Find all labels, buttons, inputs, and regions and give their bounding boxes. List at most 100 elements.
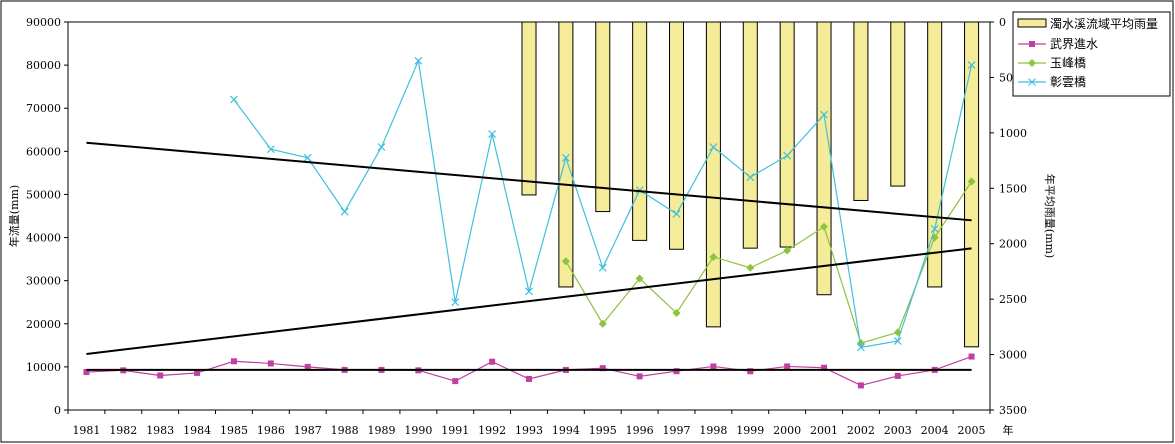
series-3-point-stroke (783, 151, 792, 160)
series-3-point (930, 225, 939, 233)
y-left-tick-label: 70000 (26, 102, 61, 115)
y-left-tick-label: 0 (54, 404, 61, 417)
series-3-point-stroke (709, 143, 718, 151)
x-tick-label: 1995 (589, 424, 617, 437)
x-tick-label: 2002 (847, 424, 875, 437)
series-2-point (635, 274, 644, 283)
series-3-point-stroke (746, 173, 755, 182)
series-3-point (377, 143, 386, 151)
series-3-point (820, 110, 828, 119)
y-left-tick-label: 10000 (26, 361, 61, 374)
series-3-point-stroke (266, 145, 275, 154)
series-3-point-stroke (414, 56, 423, 65)
y-left-tick-label: 60000 (26, 145, 61, 158)
series-2-point (672, 309, 681, 317)
series-3-point-stroke (820, 110, 828, 119)
series-2-point (820, 222, 829, 231)
legend-label-series-3: 彰雲橋 (1050, 74, 1086, 89)
x-tick-label: 1985 (220, 424, 248, 437)
y-left-tick-label: 40000 (26, 232, 61, 245)
rainfall-bar (521, 21, 537, 196)
x-tick-label: 1989 (367, 424, 395, 437)
y-right-tick-label: 2000 (999, 238, 1027, 251)
series-3-point (414, 56, 423, 65)
series-1-point (784, 363, 791, 370)
series-3-point-stroke (598, 263, 607, 272)
x-axis-label: 年 (1003, 423, 1014, 437)
series-3-point (340, 207, 349, 216)
y-left-tick-label: 90000 (26, 16, 61, 29)
y-left-tick-label: 20000 (26, 318, 61, 331)
y-right-axis-label: 年平均雨量(mm) (1043, 174, 1057, 258)
series-3-point-stroke (967, 61, 976, 70)
series-2-point (709, 252, 718, 261)
series-3-point-stroke (377, 143, 386, 151)
x-tick-label: 1987 (294, 424, 322, 437)
series-3-point-stroke (672, 209, 681, 218)
series-1-point (710, 363, 717, 370)
series-1-point (599, 365, 606, 372)
series-3-point (230, 95, 238, 104)
series-3-point-stroke (340, 207, 349, 216)
series-3-point-stroke (303, 153, 312, 162)
series-1-point (673, 368, 680, 375)
series-2-point (967, 177, 976, 186)
rainfall-bar (705, 21, 721, 328)
series-3-point-stroke (635, 186, 644, 195)
series-3-point (783, 151, 792, 160)
y-left-tick-label: 50000 (26, 188, 61, 201)
series-2-point (598, 319, 607, 328)
x-tick-label: 1983 (146, 424, 174, 437)
series-3-point (672, 209, 681, 218)
series-3-point (967, 61, 976, 70)
x-tick-label: 1992 (478, 424, 506, 437)
y-right-tick-label: 3500 (999, 404, 1027, 417)
series-3-point-stroke (451, 298, 460, 307)
series-1-point (968, 353, 975, 360)
series-1-point (157, 372, 164, 379)
series-3-point (635, 186, 644, 195)
series-3-point-stroke (930, 225, 939, 233)
series-3-point-stroke (856, 343, 865, 352)
rainfall-bar (558, 21, 574, 288)
x-tick-label: 2001 (810, 424, 838, 437)
series-3-point (856, 343, 865, 352)
series-3-point-stroke (525, 287, 533, 296)
series-3-point (561, 153, 570, 162)
y-right-tick-label: 2500 (999, 293, 1027, 306)
series-1-point (83, 369, 90, 376)
series-1-point (857, 382, 864, 389)
series-1-point (452, 378, 459, 385)
x-tick-label: 1998 (699, 424, 727, 437)
series-line-2 (565, 181, 973, 344)
series-1-point (821, 364, 828, 371)
x-tick-label: 1990 (404, 424, 432, 437)
rainfall-bar (595, 21, 611, 213)
y-right-tick-label: 0 (999, 16, 1006, 29)
legend-swatch-marker-2 (1028, 59, 1036, 67)
x-tick-label: 1981 (72, 424, 100, 437)
y-right-tick-label: 1500 (999, 182, 1027, 195)
series-2-point (561, 257, 570, 266)
series-3-point-stroke (561, 153, 570, 162)
x-tick-label: 1988 (331, 424, 359, 437)
series-1-point (267, 360, 274, 367)
x-tick-label: 2004 (921, 424, 949, 437)
y-right-tick-label: 1000 (999, 127, 1027, 140)
x-tick-label: 1996 (626, 424, 654, 437)
series-1-point (747, 368, 754, 375)
x-tick-label: 1997 (663, 424, 691, 437)
y-left-axis-label: 年流量(mm) (7, 185, 21, 247)
x-tick-label: 2000 (773, 424, 801, 437)
x-tick-label: 1986 (257, 424, 285, 437)
rainfall-bar (853, 21, 869, 201)
legend-label-rainfall: 濁水溪流域平均雨量 (1050, 17, 1158, 31)
x-tick-label: 1993 (515, 424, 543, 437)
x-tick-label: 2005 (958, 424, 986, 437)
rainfall-bar (632, 21, 648, 241)
series-1-point (636, 373, 643, 380)
rainfall-bar (890, 21, 906, 187)
series-1-point (304, 363, 311, 370)
series-3-point (488, 130, 497, 139)
